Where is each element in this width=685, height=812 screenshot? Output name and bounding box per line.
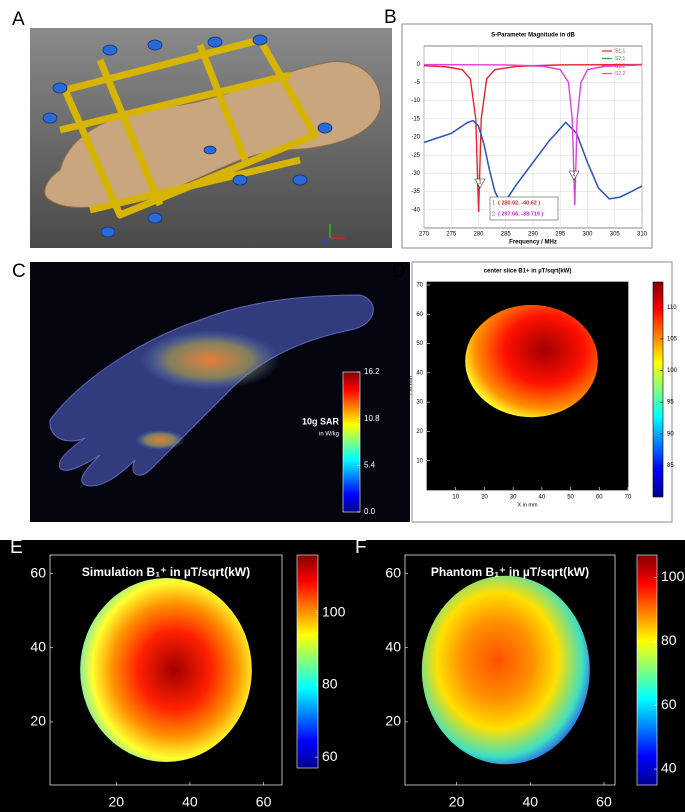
x-axis-label: Frequency / MHz (509, 240, 557, 246)
annotation-number: 1 (492, 200, 495, 206)
panel-label: F (355, 537, 367, 558)
chart-title: center slice B1+ in µT/sqrt(kW) (484, 269, 572, 275)
colorbar-tick-label: 90 (667, 431, 674, 437)
colorbar-tick-label: 85 (667, 463, 674, 469)
colorbar-tick-label: 10.8 (364, 414, 380, 423)
annotation-number: 2 (492, 211, 495, 217)
colorbar-tick-label: 16.2 (364, 367, 380, 376)
colorbar-tick-label: 100 (322, 603, 346, 619)
y-tick-label: 60 (30, 564, 46, 580)
x-tick-label: 285 (501, 232, 512, 238)
panel-label: E (10, 537, 23, 558)
y-tick-label: -15 (411, 116, 420, 122)
x-tick-label: 295 (555, 232, 566, 238)
colorbar (653, 282, 663, 497)
y-tick-label: -35 (411, 189, 420, 195)
y-tick-label: -30 (411, 171, 420, 177)
panel-label: B (384, 7, 397, 28)
legend-label: S2,1 (615, 56, 626, 62)
colorbar-tick-label: 110 (667, 305, 677, 311)
x-tick-label: 50 (567, 495, 574, 501)
y-tick-label: -10 (411, 98, 420, 104)
y-tick-label: 10 (416, 458, 423, 464)
x-tick-label: 40 (539, 495, 546, 501)
y-tick-label: 60 (385, 564, 401, 580)
panel-a-render (30, 28, 392, 248)
colorbar-tick-label: 95 (667, 400, 674, 406)
x-tick-label: 60 (596, 794, 612, 810)
x-tick-label: 310 (637, 232, 648, 238)
y-tick-label: -40 (411, 207, 420, 213)
x-tick-label: 20 (108, 794, 124, 810)
chart-title: S-Parameter Magnitude in dB (491, 33, 575, 39)
colorbar-tick-label: 80 (661, 632, 677, 648)
panel-label: C (12, 261, 26, 282)
chart-title: Phantom B₁⁺ in µT/sqrt(kW) (431, 565, 589, 579)
field-map (465, 305, 598, 417)
y-tick-label: 40 (385, 638, 401, 654)
x-tick-label: 60 (596, 495, 603, 501)
colorbar-tick-label: 100 (667, 368, 678, 374)
colorbar-unit: in W/kg (319, 432, 339, 438)
colorbar-tick-label: 0.0 (364, 507, 376, 516)
x-tick-label: 40 (182, 794, 198, 810)
x-tick-label: 280 (473, 232, 484, 238)
marker-number: 1 (479, 179, 482, 185)
annotation-text: ( 280.02, -40.62 ) (498, 200, 540, 206)
legend-label: S1,1 (615, 48, 626, 54)
y-tick-label: 20 (30, 713, 46, 729)
x-tick-label: 10 (452, 495, 459, 501)
colorbar-tick-label: 60 (322, 748, 338, 764)
y-tick-label: -25 (411, 153, 420, 159)
colorbar-tick-label: 80 (322, 676, 338, 692)
y-tick-label: 30 (416, 400, 423, 406)
y-tick-label: 50 (416, 341, 423, 347)
colorbar-tick-label: 5.4 (364, 460, 376, 469)
x-tick-label: 270 (419, 232, 430, 238)
x-tick-label: 305 (610, 232, 621, 238)
panel-label: A (12, 9, 25, 30)
x-tick-label: 300 (582, 232, 593, 238)
field-map (80, 578, 252, 762)
legend-label: S2,2 (615, 71, 626, 77)
x-axis-label: X in mm (517, 502, 538, 508)
x-tick-label: 40 (522, 794, 538, 810)
colorbar (343, 372, 360, 512)
y-tick-label: -5 (415, 80, 421, 86)
colorbar-tick-label: 100 (661, 568, 685, 584)
x-tick-label: 70 (625, 495, 632, 501)
colorbar-tick-label: 105 (667, 336, 678, 342)
colorbar-tick-label: 60 (661, 696, 677, 712)
y-tick-label: 40 (416, 370, 423, 376)
y-tick-label: 70 (416, 283, 423, 289)
chart-title: Simulation B₁⁺ in µT/sqrt(kW) (82, 565, 250, 579)
x-tick-label: 60 (256, 794, 272, 810)
panel-label: D (392, 261, 406, 282)
y-tick-label: 20 (385, 713, 401, 729)
figure: ABCDEFS-Parameter Magnitude in dB2702752… (0, 0, 685, 812)
field-map (422, 576, 590, 765)
x-tick-label: 275 (446, 232, 457, 238)
annotation-text: ( 297.66, -38.719 ) (498, 211, 543, 217)
y-tick-label: 60 (416, 312, 423, 318)
colorbar-tick-label: 40 (661, 760, 677, 776)
y-tick-label: 40 (30, 638, 46, 654)
x-tick-label: 20 (481, 495, 488, 501)
x-tick-label: 30 (510, 495, 517, 501)
colorbar (637, 555, 657, 785)
y-tick-label: 20 (416, 429, 423, 435)
y-axis-label: Y in mm (407, 376, 413, 396)
colorbar (297, 555, 318, 768)
y-tick-label: -20 (411, 135, 420, 141)
marker-number: 2 (573, 171, 576, 177)
x-tick-label: 290 (528, 232, 539, 238)
colorbar-title: 10g SAR (302, 416, 340, 426)
x-tick-label: 20 (449, 794, 465, 810)
